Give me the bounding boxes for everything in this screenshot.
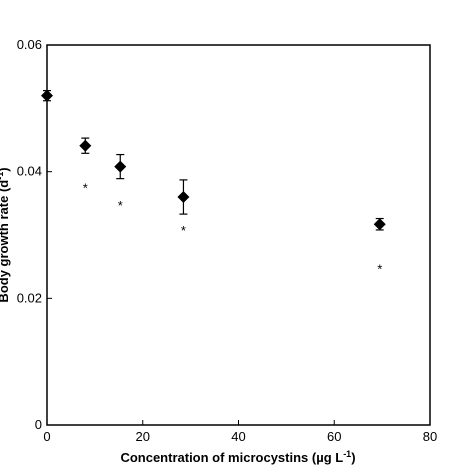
x-axis-title-close: ) [351, 450, 355, 465]
data-point [41, 89, 53, 102]
data-point [373, 218, 386, 231]
data-point [114, 160, 127, 173]
significance-marker: * [118, 198, 123, 213]
x-tick-label: 40 [231, 429, 245, 444]
y-axis-title: Body growth rate (d-1) [0, 167, 11, 302]
x-tick-label: 20 [136, 429, 150, 444]
x-tick-label: 60 [327, 429, 341, 444]
y-tick-label: 0.02 [17, 290, 42, 305]
data-series: * * * * [41, 89, 386, 277]
y-tick-label: 0 [35, 417, 42, 432]
y-axis-title-superscript: -1 [0, 172, 5, 180]
x-tick-label: 80 [423, 429, 437, 444]
x-axis: 0 20 40 60 80 [43, 420, 437, 444]
y-axis: 0 0.02 0.04 0.06 [17, 37, 52, 432]
significance-marker: * [377, 262, 382, 277]
x-tick-label: 0 [43, 429, 50, 444]
significance-marker: * [181, 223, 186, 238]
data-point [79, 139, 92, 152]
data-point [177, 191, 190, 203]
x-axis-title: Concentration of microcystins (µg L-1) [120, 449, 355, 465]
y-axis-title-close: ) [0, 167, 11, 171]
y-tick-label: 0.04 [17, 164, 42, 179]
y-tick-label: 0.06 [17, 37, 42, 52]
significance-marker: * [83, 181, 88, 196]
x-axis-title-superscript: -1 [343, 449, 351, 459]
plot-area-frame [46, 44, 431, 426]
